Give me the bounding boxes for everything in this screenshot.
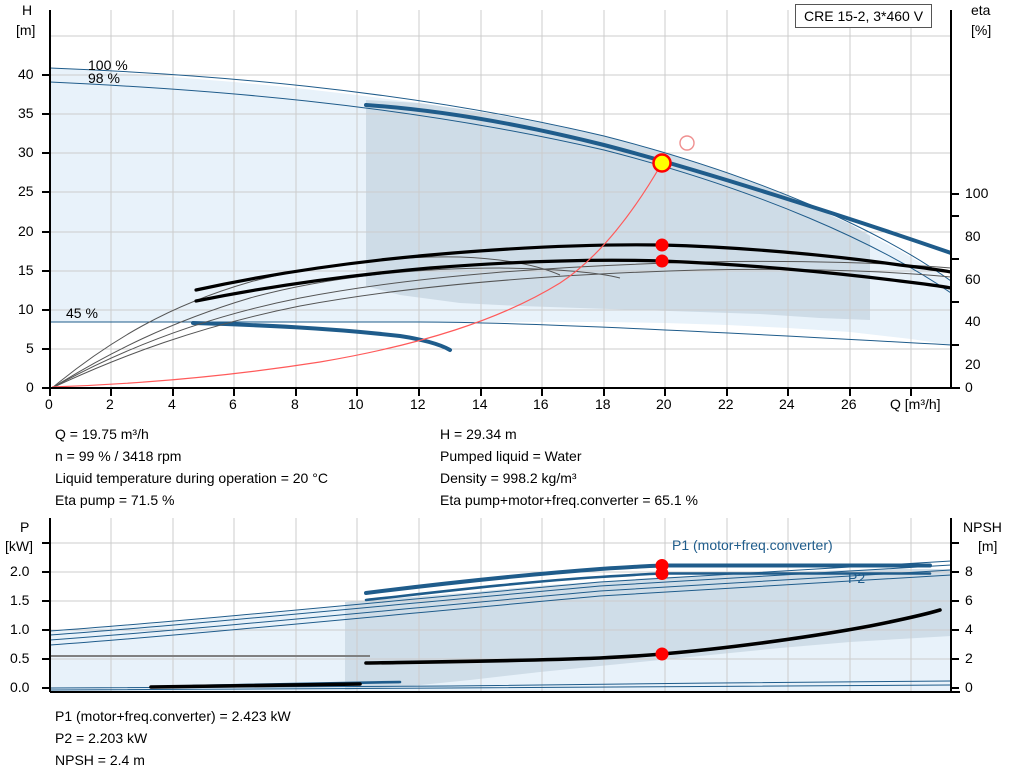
readout-temp: Liquid temperature during operation = 20… [55,470,328,486]
readout-liquid: Pumped liquid = Water [440,448,582,464]
top-chart-ytick-20: 20 [18,223,34,239]
bottom-chart-right-axis-title-line1: NPSH [963,519,1002,535]
top-chart-left-ticks [42,74,50,389]
top-chart: H [m] 40 35 30 25 20 15 10 5 0 0 2 4 6 8… [16,2,992,412]
top-chart-efficiency-curves [194,243,951,303]
readout-eta-pump: Eta pump = 71.5 % [55,492,175,508]
top-chart-ytick-30: 30 [18,144,34,160]
top-chart-xtick-18: 18 [595,396,611,412]
top-chart-right-tick-80: 80 [965,228,981,244]
top-chart-xtick-16: 16 [533,396,549,412]
top-chart-head-curve-operating [191,103,951,352]
top-chart-right-axis-title-line2: [%] [971,22,992,38]
speed-label-98: 98 % [88,70,120,86]
bottom-chart-ytick-0-5: 0.5 [10,650,30,666]
top-chart-right-tick-20: 20 [965,356,981,372]
top-chart-xtick-8: 8 [291,396,299,412]
bottom-chart-right-axis-title-line2: [m] [978,538,998,554]
duty-marker-eta-pump[interactable] [655,238,669,252]
duty-marker-p2[interactable] [655,567,669,580]
top-chart-bottom-ticks [49,388,912,396]
bottom-chart-axes [49,518,960,693]
bottom-chart-y-axis-title-line1: P [20,519,30,535]
readout-top-left: Q = 19.75 m³/h n = 99 % / 3418 rpm Liqui… [55,423,328,511]
top-chart-right-tick-100: 100 [965,185,989,201]
bottom-chart-ytick-0-0: 0.0 [10,679,30,695]
readout-eta-total: Eta pump+motor+freq.converter = 65.1 % [440,492,698,508]
top-chart-right-tick-0: 0 [965,379,973,395]
readout-top-right: H = 29.34 m Pumped liquid = Water Densit… [440,423,698,511]
bottom-chart-right-ticks [951,542,959,689]
top-chart-right-tick-60: 60 [965,271,981,287]
speed-label-100: 100 % [88,57,128,73]
top-chart-x-axis-title: Q [m³/h] [890,396,941,412]
bottom-chart-right-tick-8: 8 [965,563,973,579]
model-label-text: CRE 15-2, 3*460 V [804,8,924,24]
bottom-chart-p1-curve [364,563,932,595]
top-chart-right-tick-40: 40 [965,313,981,329]
readout-q: Q = 19.75 m³/h [55,426,149,442]
top-chart-xtick-6: 6 [229,396,237,412]
top-chart-xtick-20: 20 [656,396,672,412]
bottom-chart-y-axis-title-line2: [kW] [5,538,33,554]
bottom-chart-grid [50,518,951,692]
top-chart-right-axis-title-line1: eta [971,2,991,18]
bottom-chart-right-tick-2: 2 [965,650,973,666]
readout-p1: P1 (motor+freq.converter) = 2.423 kW [55,708,291,724]
top-chart-xtick-26: 26 [841,396,857,412]
bottom-chart-ytick-1-5: 1.5 [10,592,30,608]
bottom-chart-right-tick-0: 0 [965,679,973,695]
top-chart-ytick-5: 5 [26,340,34,356]
duty-marker-npsh[interactable] [655,647,669,661]
readout-h: H = 29.34 m [440,426,517,442]
readout-npsh: NPSH = 2.4 m [55,752,145,768]
top-chart-xtick-24: 24 [779,396,795,412]
top-chart-axes [49,10,960,389]
bottom-chart-left-ticks [42,542,50,689]
top-chart-y-axis-title-line2: [m] [16,22,36,38]
duty-marker-eta-total[interactable] [655,254,669,268]
top-chart-ytick-40: 40 [18,66,34,82]
readout-p2: P2 = 2.203 kW [55,730,148,746]
top-chart-ytick-15: 15 [18,262,34,278]
speed-label-45: 45 % [66,305,98,321]
readout-bottom: P1 (motor+freq.converter) = 2.423 kW P2 … [55,705,291,771]
top-chart-ytick-0: 0 [26,379,34,395]
top-chart-xtick-10: 10 [348,396,364,412]
secondary-duty-marker[interactable] [679,135,695,151]
readout-density: Density = 998.2 kg/m³ [440,470,577,486]
bottom-chart-ytick-1-0: 1.0 [10,621,30,637]
bottom-chart-ytick-2-0: 2.0 [10,563,30,579]
top-chart-right-ticks [951,193,959,389]
top-chart-xtick-2: 2 [106,396,114,412]
model-label-box: CRE 15-2, 3*460 V [795,4,933,28]
top-chart-xtick-0: 0 [45,396,53,412]
top-chart-xtick-12: 12 [410,396,426,412]
duty-point-marker[interactable] [652,153,672,173]
p2-curve-label: P2 [848,570,866,586]
top-chart-xtick-14: 14 [472,396,488,412]
p1-curve-label: P1 (motor+freq.converter) [672,537,833,553]
top-chart-svg [42,10,960,396]
top-chart-y-axis-title-line1: H [22,2,33,18]
bottom-chart-right-tick-6: 6 [965,592,973,608]
readout-n: n = 99 % / 3418 rpm [55,448,182,464]
top-chart-ytick-35: 35 [18,105,34,121]
top-chart-ytick-10: 10 [18,301,34,317]
top-chart-npsh-guide-curve [51,162,663,388]
bottom-chart-p2-curve [364,572,932,602]
top-chart-xtick-22: 22 [718,396,734,412]
top-chart-xtick-4: 4 [168,396,176,412]
bottom-chart-svg [42,518,960,693]
top-chart-ytick-25: 25 [18,183,34,199]
bottom-chart-right-tick-4: 4 [965,621,973,637]
bottom-chart: P [kW] 2.0 1.5 1.0 0.5 0.0 NPSH [m] 8 6 … [0,510,1024,710]
